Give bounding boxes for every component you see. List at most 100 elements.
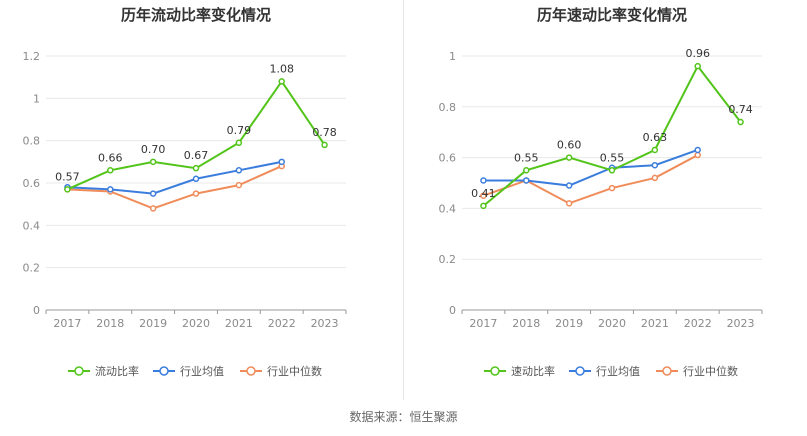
legend-marker (246, 366, 256, 376)
data-point (694, 146, 701, 154)
panel-divider (403, 0, 404, 400)
data-point (480, 202, 487, 210)
x-tick-label: 2019 (555, 317, 583, 330)
data-point (565, 182, 573, 189)
data-label: 1.08 (269, 62, 294, 75)
data-point (608, 184, 616, 192)
data-point (651, 146, 659, 154)
legend-marker (575, 366, 585, 376)
data-point (565, 200, 573, 207)
x-tick-label: 2017 (469, 317, 497, 330)
quick-ratio-panel: 历年速动比率变化情况 0 0.2 0.4 0.6 0.8 1 2017 2018 2019 2020… (404, 0, 807, 400)
data-point (278, 78, 285, 85)
data-point (192, 190, 200, 197)
data-label: 0.60 (557, 139, 582, 152)
data-point (107, 186, 114, 193)
series-line (67, 165, 283, 210)
data-point (235, 167, 243, 174)
chart-title: 历年速动比率变化情况 (537, 6, 687, 24)
x-tick-label: 2020 (598, 317, 626, 330)
legend-label: 行业均值 (180, 365, 224, 378)
x-tick-label: 2021 (641, 317, 669, 330)
y-tick-label: 0.8 (439, 101, 457, 114)
x-tick-label: 2022 (684, 317, 712, 330)
data-point (149, 158, 157, 166)
data-point (480, 177, 487, 184)
x-tick-label: 2022 (268, 317, 296, 330)
data-point (278, 158, 285, 166)
x-tick-label: 2023 (311, 317, 339, 330)
data-point (107, 167, 114, 174)
legend-item[interactable]: 流动比率 (68, 364, 139, 378)
legend-item[interactable]: 行业中位数 (656, 364, 738, 378)
data-point (651, 174, 659, 182)
data-label: 0.41 (471, 187, 496, 200)
data-point (192, 175, 200, 183)
x-tick-label: 2020 (182, 317, 210, 330)
x-tick-label: 2021 (225, 317, 253, 330)
data-label: 0.74 (728, 103, 753, 116)
data-label: 0.70 (141, 143, 166, 156)
series-line (483, 154, 699, 205)
data-point (651, 161, 659, 169)
data-point (149, 190, 157, 197)
y-tick-label: 0.8 (23, 135, 41, 148)
y-tick-label: 0 (33, 304, 40, 317)
series-line (483, 149, 699, 187)
legend-item[interactable]: 速动比率 (484, 364, 555, 378)
data-point (235, 139, 243, 147)
chart-title: 历年流动比率变化情况 (121, 6, 271, 24)
legend-item[interactable]: 行业均值 (569, 365, 640, 378)
x-tick-label: 2018 (96, 317, 124, 330)
legend-label: 行业中位数 (267, 364, 322, 378)
y-tick-label: 1 (449, 50, 456, 63)
current-ratio-panel: 历年流动比率变化情况 0 0.2 0.4 0.6 0.8 1 1.2 2017 2018 2019 2… (0, 0, 403, 400)
data-source: 数据来源：恒生聚源 (349, 410, 458, 424)
legend-label: 行业均值 (596, 365, 640, 378)
legend-marker (662, 366, 672, 376)
legend-item[interactable]: 行业均值 (153, 365, 224, 378)
legend-label: 流动比率 (95, 364, 139, 378)
legend-label: 速动比率 (511, 364, 555, 378)
y-tick-label: 0 (449, 304, 456, 317)
x-tick-label: 2018 (512, 317, 540, 330)
quick-ratio-chart: 历年速动比率变化情况 0 0.2 0.4 0.6 0.8 1 2017 2018 2019 2020… (439, 6, 763, 378)
y-tick-label: 1.2 (23, 50, 41, 63)
data-label: 0.67 (184, 149, 209, 162)
y-tick-label: 0.4 (439, 202, 457, 215)
series-line (67, 79, 326, 191)
data-point (321, 141, 328, 149)
legend-marker (490, 366, 500, 376)
y-tick-label: 1 (33, 92, 40, 105)
x-tick-label: 2023 (727, 317, 755, 330)
data-label: 0.55 (600, 151, 625, 164)
data-point (523, 167, 530, 174)
data-label: 0.96 (685, 47, 710, 60)
data-point (737, 118, 744, 126)
legend-marker (74, 366, 84, 376)
data-label: 0.66 (98, 151, 123, 164)
data-point (149, 205, 157, 212)
data-point (694, 62, 701, 70)
legend-marker (159, 366, 169, 376)
data-point (608, 167, 616, 174)
x-tick-label: 2019 (139, 317, 167, 330)
y-tick-label: 0.4 (23, 219, 41, 232)
data-point (523, 177, 530, 184)
data-label: 0.55 (514, 151, 539, 164)
data-label: 0.57 (55, 170, 80, 183)
y-tick-label: 0.6 (439, 152, 457, 165)
y-tick-label: 0.2 (23, 262, 41, 275)
data-point (480, 192, 487, 199)
data-point (694, 151, 701, 159)
legend-item[interactable]: 行业中位数 (240, 364, 322, 378)
y-tick-label: 0.2 (439, 253, 457, 266)
data-label: 0.78 (312, 126, 337, 139)
data-point (64, 186, 71, 193)
current-ratio-chart: 历年流动比率变化情况 0 0.2 0.4 0.6 0.8 1 1.2 2017 2018 2019 2… (23, 6, 347, 378)
legend-label: 行业中位数 (683, 364, 738, 378)
x-tick-label: 2017 (53, 317, 81, 330)
data-point (192, 164, 200, 172)
series-line (67, 160, 282, 195)
data-label: 0.79 (227, 124, 252, 137)
